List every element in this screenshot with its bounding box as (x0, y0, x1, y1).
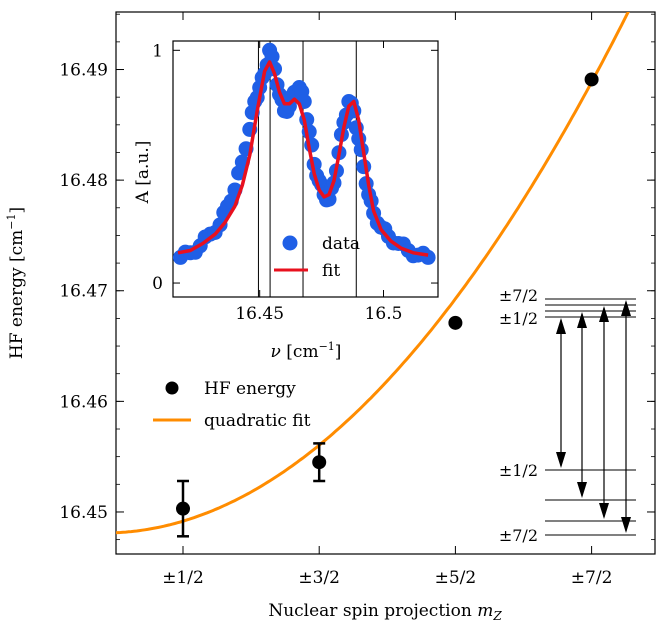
legend-data-label: data (322, 234, 360, 254)
inset-y-axis-label: A [a.u.] (133, 141, 153, 205)
main-plot-frame (115, 11, 656, 555)
inset-y-tick-label: 1 (152, 41, 163, 61)
main-x-tick-label: ±5/2 (435, 568, 477, 588)
inset-plot-frame (172, 40, 439, 298)
level-label-upper-7-2: ±7/2 (499, 286, 538, 305)
inset-fit-curve (177, 60, 429, 257)
svg-text:HF energy [cm−1]: HF energy [cm−1] (5, 207, 27, 359)
hf-energy-point (312, 455, 327, 470)
main-x-axis-label: Nuclear spin projection mZ (268, 601, 502, 623)
level-label-upper-1-2: ±1/2 (499, 309, 538, 328)
transition-arrow-2-head-bottom (577, 482, 587, 498)
transition-arrow-4-head-bottom (621, 517, 631, 533)
transition-arrow-1-head-bottom (556, 452, 566, 468)
main-x-tick-label: ±7/2 (571, 568, 613, 588)
hf-energy-point (176, 501, 190, 516)
main-y-tick-label: 16.48 (59, 171, 108, 191)
transition-arrow-1-head-top (556, 318, 566, 334)
inset-background (173, 41, 438, 297)
quadratic-fit-curve (116, 12, 630, 535)
main-y-axis-label: HF energy [cm−1] (5, 207, 27, 359)
transition-arrow-3-head-bottom (599, 503, 609, 519)
transition-arrow-3-head-top (599, 306, 609, 322)
main-y-tick-label: 16.46 (59, 392, 108, 412)
main-legend: HF energy quadratic fit (153, 379, 311, 431)
level-label-lower-1-2: ±1/2 (499, 461, 538, 480)
legend-hf-energy-label: HF energy (204, 379, 296, 399)
energy-level-diagram: ±7/2 ±1/2 ±1/2 ±7/2 (499, 286, 636, 545)
main-y-tick-label: 16.49 (59, 61, 108, 81)
main-y-tick-label: 16.45 (59, 503, 108, 523)
legend-hf-energy-marker (165, 381, 179, 395)
legend-quadratic-fit-label: quadratic fit (204, 411, 311, 431)
inset-data-point (264, 49, 280, 65)
legend-data-marker (282, 235, 298, 251)
inset-x-axis-label: ν [cm−1] (271, 340, 342, 362)
transition-arrow-4-head-top (621, 300, 631, 316)
inset-y-tick-label: 0 (152, 274, 163, 294)
main-x-tick-label: ±1/2 (162, 568, 204, 588)
hf-energy-point (448, 315, 463, 330)
transition-arrow-2-head-top (577, 312, 587, 328)
hf-energy-point (584, 72, 599, 87)
inset-x-tick-label: 16.45 (235, 304, 284, 324)
inset-legend: data fit (274, 234, 360, 281)
main-x-tick-label: ±3/2 (298, 568, 340, 588)
main-y-tick-label: 16.47 (59, 282, 108, 302)
legend-fit-label: fit (322, 261, 340, 281)
inset-data-point (420, 249, 436, 265)
inset-x-tick-label: 16.5 (365, 304, 403, 324)
level-label-lower-7-2: ±7/2 (499, 526, 538, 545)
